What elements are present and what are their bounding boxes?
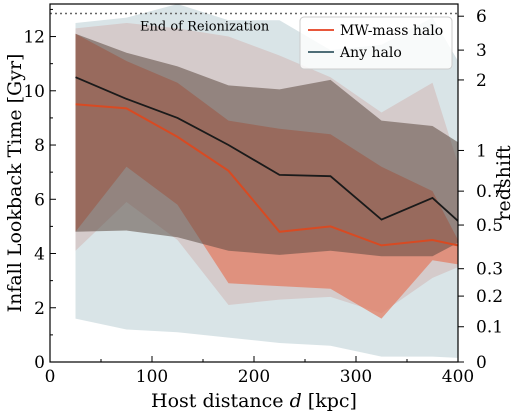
x-axis-label-prefix: Host distance	[151, 390, 290, 412]
confidence-bands	[75, 4, 458, 358]
redshift-tick-label: 0	[476, 353, 487, 373]
y-tick-label: 8	[34, 136, 45, 156]
y-tick-label: 6	[34, 190, 45, 210]
y-tick-label: 2	[34, 299, 45, 319]
redshift-tick-label: 0.2	[476, 287, 503, 307]
redshift-axis: 0 0.1 0.2 0.3 0.5 0.7 1 2 3 6	[458, 7, 503, 373]
redshift-tick-label: 1	[476, 141, 487, 161]
median-line-any-halo	[75, 76, 458, 222]
legend: MW-mass halo Any halo	[299, 16, 453, 70]
redshift-tick-label: 3	[476, 41, 487, 61]
reionization-label: End of Reionization	[140, 19, 270, 34]
redshift-tick-label: 0.3	[476, 260, 503, 280]
x-axis-label-variable: d	[290, 390, 302, 412]
y-axis: 0 2 4 6 8 10 12	[23, 8, 56, 373]
x-axis-label-suffix: [kpc]	[302, 390, 357, 412]
redshift-tick-label: 6	[476, 7, 487, 27]
median-lines	[75, 76, 458, 247]
y-tick-label: 12	[23, 28, 45, 48]
y-tick-label: 10	[23, 82, 45, 102]
redshift-tick-label: 2	[476, 71, 487, 91]
redshift-tick-label: 0.1	[476, 318, 503, 338]
y-axis-label: Infall Lookback Time [Gyr]	[4, 54, 26, 313]
x-tick-label: 0	[45, 367, 56, 387]
redshift-axis-label: redshift	[493, 145, 515, 221]
legend-box	[299, 16, 453, 70]
x-tick-label: 300	[340, 367, 372, 387]
band-68-any-halo	[75, 33, 458, 257]
x-tick-label: 400	[442, 367, 474, 387]
x-tick-label: 100	[136, 367, 168, 387]
y-tick-label: 0	[34, 353, 45, 373]
redshift-tick-label: 0.5	[476, 216, 503, 236]
legend-label: Any halo	[339, 45, 402, 61]
median-line-mw-mass-halo	[75, 103, 458, 247]
x-tick-label: 200	[238, 367, 270, 387]
legend-label: MW-mass halo	[340, 23, 443, 39]
x-axis-label: Host distance d [kpc]	[151, 390, 357, 412]
x-axis: 0 100 200 300 400	[45, 356, 474, 387]
redshift-tick-label: 0.7	[476, 182, 503, 202]
y-tick-label: 4	[34, 245, 45, 265]
